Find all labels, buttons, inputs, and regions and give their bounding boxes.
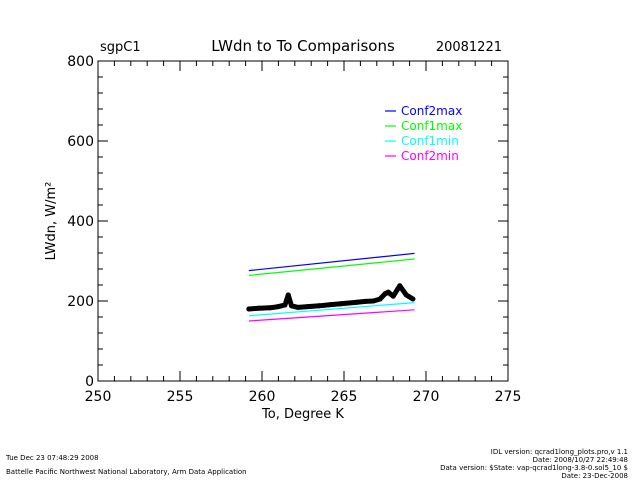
observed-point [246,306,252,312]
series-line-conf1min [248,302,415,317]
legend-label: Conf1max [401,119,462,133]
observed-point [410,296,416,302]
observed-point [371,298,377,304]
observed-point [275,304,281,310]
observed-point [328,302,334,308]
observed-point [362,298,368,304]
observed-point [295,304,301,310]
x-tick-label: 260 [249,389,276,405]
footer-idl-version: IDL version: qcrad1long_plots.pro,v 1.1 [491,448,628,456]
series-line-conf2min [248,309,415,322]
x-tick-label: 270 [413,389,440,405]
observed-point [403,292,409,298]
y-axis-label: LWdn, W/m² [44,182,59,261]
observed-point [282,302,288,308]
observed-point [385,289,391,295]
legend-label: Conf2max [401,104,462,118]
y-tick-label: 0 [85,374,94,390]
date-label: 20081221 [436,40,502,55]
footer-data-date: Date: 23-Dec-2008 [561,472,628,480]
legend-label: Conf2min [401,149,459,163]
observed-point [256,305,262,311]
y-tick-label: 800 [67,54,94,70]
series-group [246,252,416,322]
footer-institution: Battelle Pacific Northwest National Labo… [6,468,247,476]
footer-timestamp: Tue Dec 23 07:48:29 2008 [5,454,99,462]
footer-idl-date: Date: 2008/10/27 22:49:48 [533,456,628,464]
observed-point [285,292,291,298]
observed-point [316,303,322,309]
observed-point [338,301,344,307]
axes-group: 250 255 260 265 270 275 0 200 400 600 800 [67,54,521,405]
site-label: sgpC1 [100,40,141,55]
legend-label: Conf1min [401,134,459,148]
y-tick-label: 400 [67,214,94,230]
observed-point [305,304,311,310]
observed-point [267,305,273,311]
chart-title: LWdn to To Comparisons [211,37,395,55]
series-line-conf2max [248,252,415,272]
y-tick-label: 200 [67,294,94,310]
footer-data-version: Data version: $State: vap-qcrad1long-3.8… [440,464,628,472]
x-tick-label: 265 [331,389,358,405]
observed-point [346,300,352,306]
observed-point [390,293,396,299]
observed-point [289,303,295,309]
x-tick-label: 250 [85,389,112,405]
x-axis-label: To, Degree K [261,407,344,422]
x-tick-label: 255 [167,389,194,405]
x-tick-label: 275 [495,389,522,405]
observed-point [354,299,360,305]
observed-point [397,283,403,289]
series-line-conf1max [248,258,415,276]
observed-point [377,296,383,302]
y-tick-label: 600 [67,134,94,150]
